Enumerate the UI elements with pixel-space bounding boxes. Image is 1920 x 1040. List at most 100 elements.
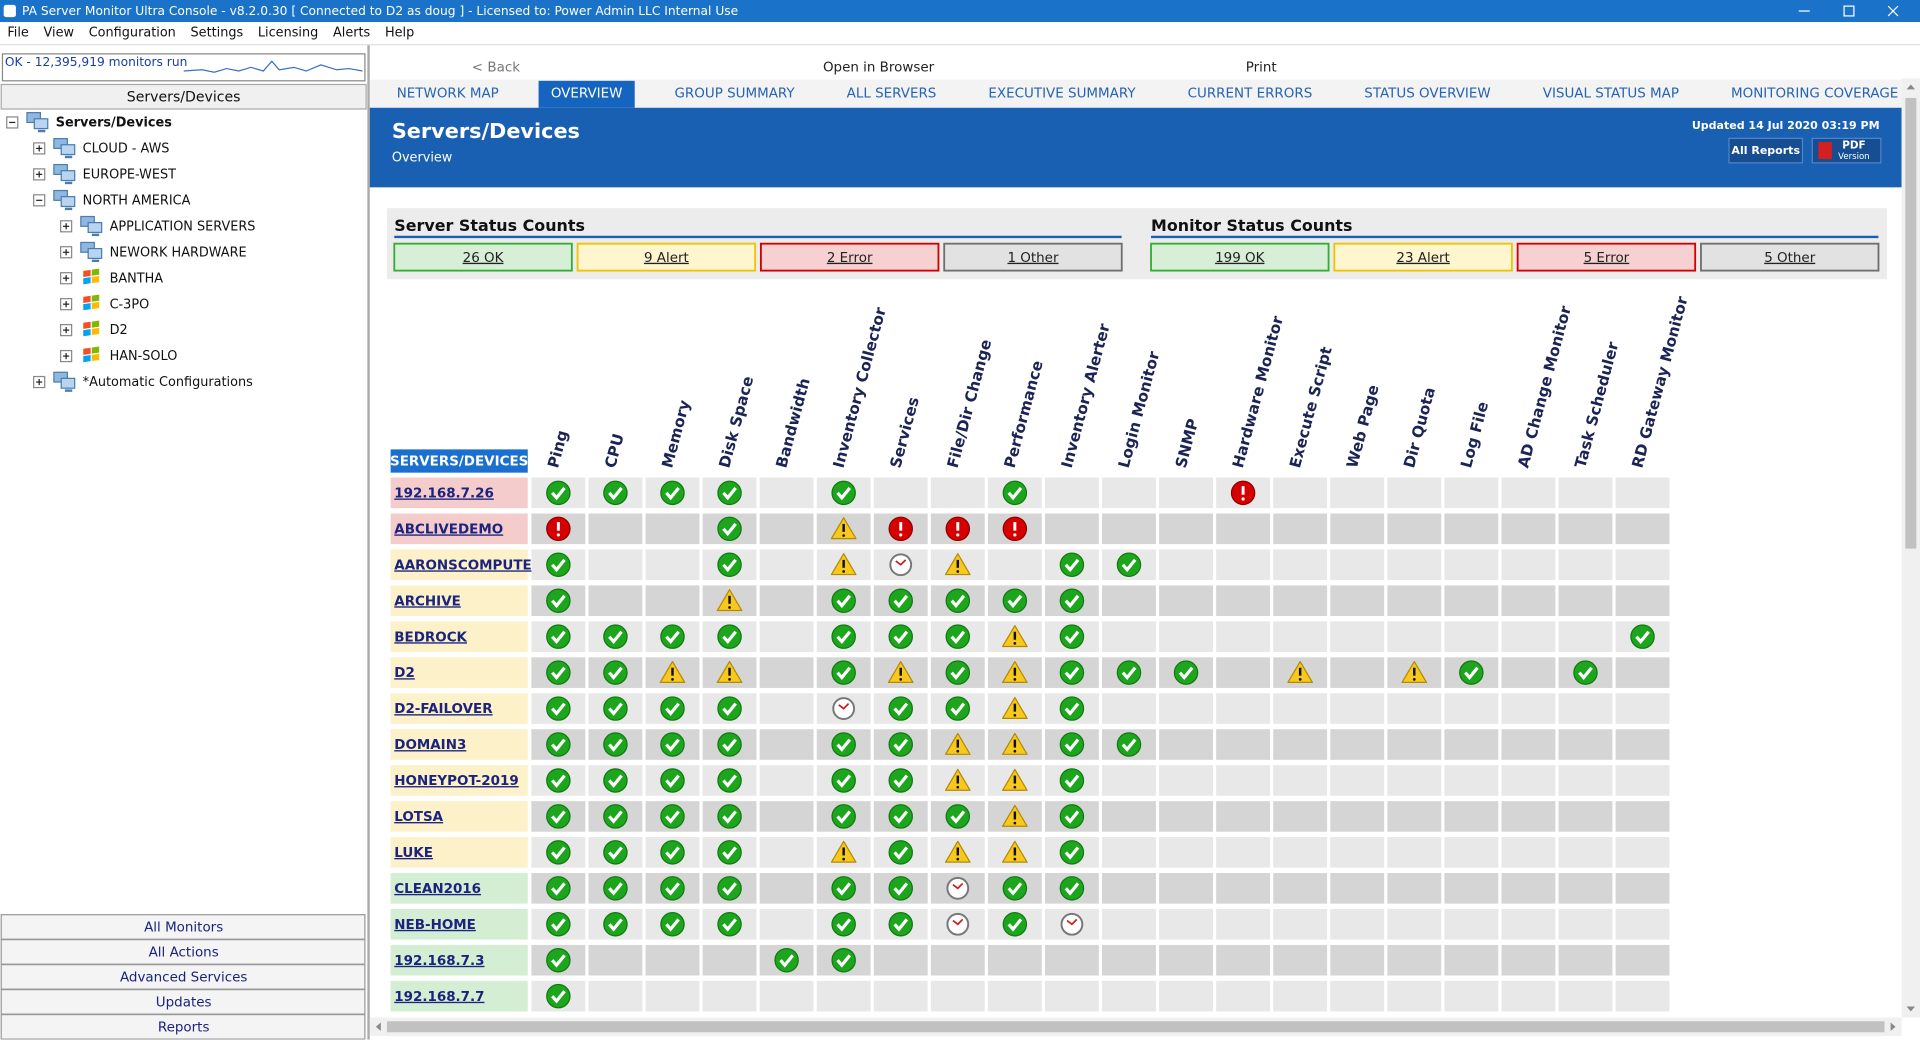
windows-pane (83, 295, 91, 303)
ok-icon (717, 480, 742, 506)
tree-label[interactable]: BANTHA (110, 271, 164, 286)
row-name[interactable]: AARONSCOMPUTER (394, 558, 542, 573)
status-cell (1044, 944, 1099, 976)
ok-check (722, 882, 737, 896)
sidebar-button[interactable] (0, 1014, 366, 1040)
tab-label[interactable]: GROUP SUMMARY (675, 87, 796, 102)
menu-item[interactable]: File (7, 26, 29, 41)
tab-label[interactable]: CURRENT ERRORS (1188, 87, 1313, 102)
tree-label[interactable]: HAN-SOLO (110, 349, 178, 364)
menu-item[interactable]: Settings (191, 26, 244, 41)
count-text: 23 Alert (1396, 251, 1449, 266)
row-name[interactable]: ARCHIVE (394, 594, 461, 609)
ok-check (950, 810, 966, 824)
row-name[interactable]: D2 (394, 666, 415, 681)
status-cell (1330, 873, 1385, 904)
count-box[interactable] (1333, 242, 1513, 272)
ok-icon (660, 840, 685, 865)
sidebar-button[interactable] (0, 964, 366, 990)
status-cell (759, 837, 814, 868)
row-name[interactable]: CLEAN2016 (394, 882, 481, 897)
menu-item[interactable]: Licensing (258, 26, 318, 41)
tree-label[interactable]: Servers/Devices (56, 116, 173, 131)
tree-label[interactable]: *Automatic Configurations (83, 375, 253, 390)
ok-icon (1002, 480, 1028, 506)
status-cell (759, 693, 814, 724)
ok-check (551, 954, 566, 968)
tab-label[interactable]: STATUS OVERVIEW (1364, 87, 1490, 102)
row-name[interactable]: LOTSA (394, 810, 443, 825)
row-name[interactable]: HONEYPOT-2019 (394, 774, 518, 789)
status-cell (1444, 729, 1499, 760)
tree-label[interactable]: C-3PO (110, 297, 150, 312)
sidebar-button[interactable] (0, 914, 366, 940)
alert-dot (1013, 749, 1017, 753)
status-cell (1273, 873, 1328, 904)
h-scroll-thumb[interactable] (386, 1021, 1885, 1033)
window-title: PA Server Monitor Ultra Console - v8.2.0… (22, 4, 738, 18)
menu-item[interactable]: Help (385, 26, 414, 41)
status-cell (1159, 729, 1213, 760)
v-scroll-up[interactable] (1906, 84, 1916, 90)
row-name[interactable]: NEB-HOME (394, 918, 476, 933)
column-header: Log File (1457, 400, 1492, 470)
row-name[interactable]: ABCLIVEDEMO (394, 522, 503, 537)
row-name[interactable]: D2-FAILOVER (394, 702, 493, 717)
tab-label[interactable]: ALL SERVERS (847, 87, 937, 102)
status-cell (1615, 477, 1670, 509)
close-icon[interactable] (1887, 5, 1899, 17)
toolbar-link[interactable]: < Back (472, 60, 520, 75)
count-box[interactable] (576, 242, 757, 272)
status-cell (645, 585, 700, 617)
ok-check (551, 558, 566, 573)
row-name[interactable]: BEDROCK (394, 630, 467, 645)
tab-label[interactable]: NETWORK MAP (397, 87, 499, 102)
tab-label[interactable]: MONITORING COVERAGE (1731, 87, 1898, 102)
row-name[interactable]: LUKE (394, 846, 433, 861)
toolbar-link[interactable]: Print (1246, 60, 1277, 75)
toolbar-link[interactable]: Open in Browser (823, 60, 935, 75)
row-name[interactable]: 192.168.7.26 (394, 486, 494, 501)
tree-label[interactable]: NEWORK HARDWARE (110, 245, 247, 260)
all-reports-button[interactable] (1728, 137, 1804, 164)
count-box[interactable] (759, 242, 940, 272)
tab-label[interactable]: OVERVIEW (551, 87, 623, 102)
h-scroll-right[interactable] (1890, 1022, 1896, 1032)
tree-label[interactable]: D2 (110, 323, 128, 338)
h-scroll-left[interactable] (375, 1022, 381, 1032)
tab-label[interactable]: EXECUTIVE SUMMARY (988, 87, 1136, 102)
status-cell (1044, 513, 1099, 545)
tree-label[interactable]: EUROPE-WEST (83, 167, 176, 182)
status-cell (1273, 908, 1328, 940)
ok-icon (945, 804, 971, 829)
count-box[interactable] (393, 242, 573, 272)
windows-pane (91, 346, 100, 354)
row-name[interactable]: 192.168.7.3 (394, 954, 484, 969)
tab-label[interactable]: VISUAL STATUS MAP (1543, 87, 1679, 102)
menu-item[interactable]: Configuration (89, 26, 176, 41)
group-icon (53, 138, 76, 159)
maximize-icon[interactable] (1843, 5, 1855, 17)
status-cell (1387, 908, 1442, 940)
sidebar-button[interactable] (0, 989, 366, 1015)
sidebar-button[interactable] (0, 939, 366, 965)
ok-icon (1059, 768, 1085, 793)
count-box[interactable] (1516, 242, 1697, 272)
ok-check (665, 738, 680, 752)
v-scroll-thumb[interactable] (1905, 97, 1917, 549)
menu-item[interactable]: View (44, 26, 74, 41)
tree-label[interactable]: CLOUD - AWS (83, 142, 170, 157)
ok-icon (1059, 876, 1085, 901)
count-box[interactable] (1150, 242, 1330, 272)
ok-check (665, 882, 680, 896)
count-box[interactable] (1700, 242, 1880, 272)
row-name[interactable]: 192.168.7.7 (394, 990, 484, 1005)
count-box[interactable] (943, 242, 1123, 272)
row-name[interactable]: DOMAIN3 (394, 738, 466, 753)
tree-label[interactable]: APPLICATION SERVERS (110, 219, 256, 234)
menu-item[interactable]: Alerts (333, 26, 371, 41)
v-scroll-down[interactable] (1906, 1006, 1916, 1012)
ok-check (551, 846, 566, 860)
tree-label[interactable]: NORTH AMERICA (83, 193, 191, 208)
